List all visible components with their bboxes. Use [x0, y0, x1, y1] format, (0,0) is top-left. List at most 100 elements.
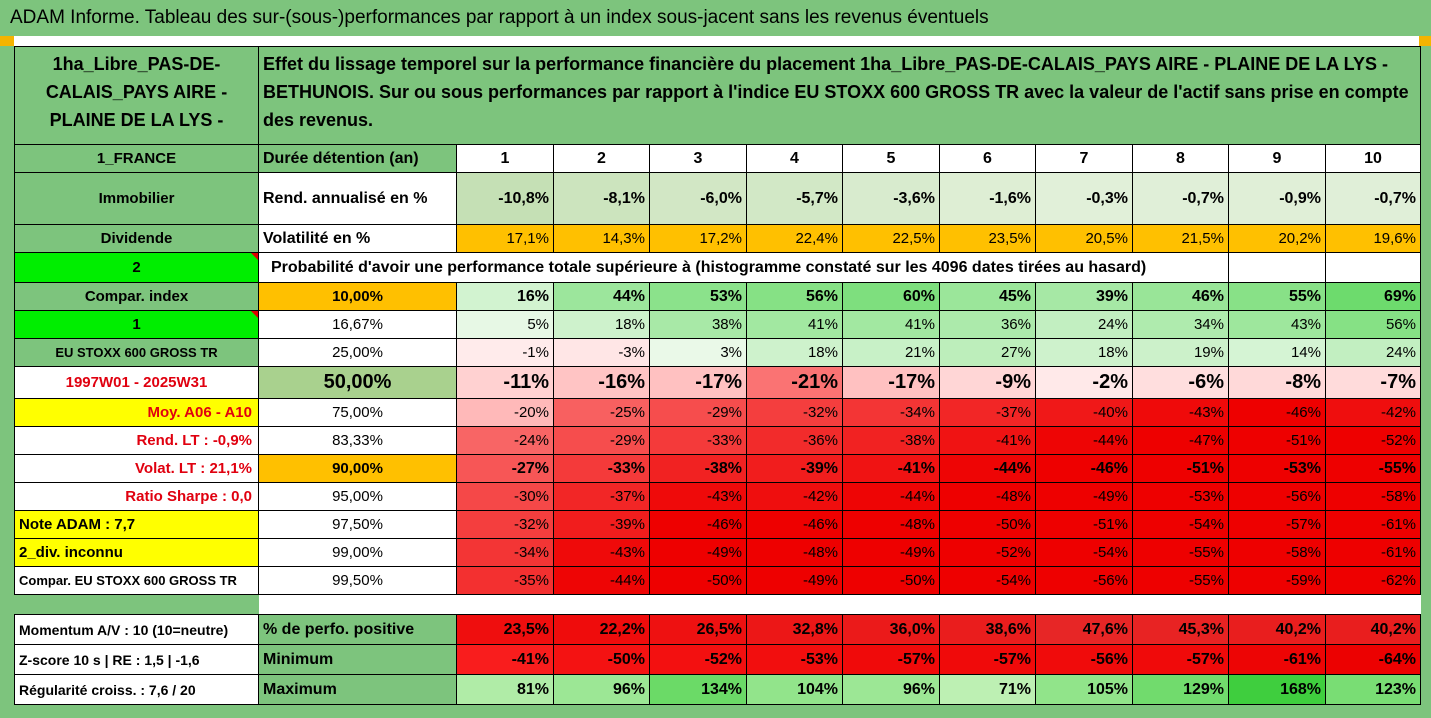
yellow-accent-right: [1419, 36, 1431, 46]
spacer-cell: [258, 594, 1421, 615]
quantile-row: 2_div. inconnu 99,00% -34% -43% -49% -48% -49%…: [14, 538, 1421, 567]
quantile-value: -57%: [1228, 510, 1326, 539]
quantile-value: -41%: [842, 454, 940, 483]
rend-value: -8,1%: [553, 172, 650, 225]
quantile-value: 21%: [842, 338, 940, 367]
year-header: 3: [649, 144, 747, 173]
year-header: 4: [746, 144, 843, 173]
volat-value: 20,2%: [1228, 224, 1326, 253]
quantile-value: -41%: [939, 426, 1036, 455]
summary-label: Maximum: [258, 674, 457, 705]
num1-label: 1: [14, 310, 259, 339]
quantile-value: 19%: [1132, 338, 1229, 367]
quantile-value: -61%: [1325, 510, 1421, 539]
quantile-label: 10,00%: [258, 282, 457, 311]
momentum-label: Momentum A/V : 10 (10=neutre): [14, 614, 259, 645]
quantile-label: 83,33%: [258, 426, 457, 455]
quantile-row: 1 16,67% 5% 18% 38% 41% 41% 36% 24% 34% 43% 56%: [14, 310, 1421, 339]
volat-value: 17,2%: [649, 224, 747, 253]
quantile-value: -58%: [1228, 538, 1326, 567]
quantile-value: -55%: [1325, 454, 1421, 483]
probability-label: Probabilité d'avoir une performance tota…: [258, 252, 1229, 283]
quantile-value: -29%: [649, 398, 747, 427]
summary-value: 123%: [1325, 674, 1421, 705]
regularity-label: Régularité croiss. : 7,6 / 20: [14, 674, 259, 705]
volat-value: 22,5%: [842, 224, 940, 253]
rend-value: -1,6%: [939, 172, 1036, 225]
quantile-value: -9%: [939, 366, 1036, 399]
quantile-value: -50%: [939, 510, 1036, 539]
index-name-label: EU STOXX 600 GROSS TR: [14, 338, 259, 367]
probability-row: 2 Probabilité d'avoir une performance tot…: [14, 252, 1421, 283]
quantile-value: 5%: [456, 310, 554, 339]
quantile-row: Moy. A06 - A10 75,00% -20% -25% -29% -32% -34%…: [14, 398, 1421, 427]
quantile-value: 3%: [649, 338, 747, 367]
quantile-value: -56%: [1035, 566, 1133, 595]
quantile-value: -42%: [746, 482, 843, 511]
quantile-value: -36%: [746, 426, 843, 455]
quantile-value: -33%: [649, 426, 747, 455]
summary-row: Momentum A/V : 10 (10=neutre)% de perfo.…: [14, 614, 1421, 645]
quantile-value: 60%: [842, 282, 940, 311]
quantile-value: 53%: [649, 282, 747, 311]
quantile-value: -21%: [746, 366, 843, 399]
quantile-label: 50,00%: [258, 366, 457, 399]
quantile-value: -53%: [1132, 482, 1229, 511]
yellow-accent-left: [0, 36, 14, 46]
quantile-value: -34%: [842, 398, 940, 427]
quantile-value: -56%: [1228, 482, 1326, 511]
quantile-value: -37%: [939, 398, 1036, 427]
summary-value: 26,5%: [649, 614, 747, 645]
quantile-value: -27%: [456, 454, 554, 483]
quantile-row: Compar. EU STOXX 600 GROSS TR 99,50% -35% -…: [14, 566, 1421, 595]
summary-row: Régularité croiss. : 7,6 / 20 Maximum 81% 9…: [14, 674, 1421, 705]
quantile-value: 56%: [1325, 310, 1421, 339]
summary-value: 96%: [553, 674, 650, 705]
quantile-value: -37%: [553, 482, 650, 511]
quantile-row: EU STOXX 600 GROSS TR 25,00% -1% -3% 3% 18% 21…: [14, 338, 1421, 367]
note-label: Note ADAM : 7,7: [14, 510, 259, 539]
quantile-value: -40%: [1035, 398, 1133, 427]
quantile-value: -11%: [456, 366, 554, 399]
volat-value: 14,3%: [553, 224, 650, 253]
quantile-value: -7%: [1325, 366, 1421, 399]
quantile-value: -49%: [1035, 482, 1133, 511]
quantile-value: -59%: [1228, 566, 1326, 595]
quantile-value: -48%: [746, 538, 843, 567]
quantile-value: -44%: [842, 482, 940, 511]
quantile-value: 24%: [1325, 338, 1421, 367]
quantile-value: -20%: [456, 398, 554, 427]
rend-row: Immobilier Rend. annualisé en % -10,8% -8,1…: [14, 172, 1421, 225]
quantile-value: -46%: [1228, 398, 1326, 427]
quantile-value: -48%: [842, 510, 940, 539]
quantile-value: -33%: [553, 454, 650, 483]
volat-value: 17,1%: [456, 224, 554, 253]
quantile-value: 45%: [939, 282, 1036, 311]
quantile-value: -38%: [842, 426, 940, 455]
quantile-label: 99,50%: [258, 566, 457, 595]
quantile-value: -55%: [1132, 538, 1229, 567]
summary-value: -57%: [842, 644, 940, 675]
performance-table: 1ha_Libre_PAS-DE-CALAIS_PAYS AIRE - PLAI…: [14, 46, 1421, 705]
summary-value: 96%: [842, 674, 940, 705]
volat-value: 21,5%: [1132, 224, 1229, 253]
quantile-value: 55%: [1228, 282, 1326, 311]
volat-row: Dividende Volatilité en % 17,1% 14,3% 17,2% 2…: [14, 224, 1421, 253]
quantile-value: 39%: [1035, 282, 1133, 311]
quantile-row: Note ADAM : 7,7 97,50% -32% -39% -46% -46% -48…: [14, 510, 1421, 539]
summary-value: 104%: [746, 674, 843, 705]
summary-value: 36,0%: [842, 614, 940, 645]
rend-value: -0,3%: [1035, 172, 1133, 225]
quantile-value: 18%: [553, 310, 650, 339]
quantile-value: 34%: [1132, 310, 1229, 339]
quantile-value: 16%: [456, 282, 554, 311]
empty-cell: [1228, 252, 1326, 283]
summary-value: 40,2%: [1228, 614, 1326, 645]
country-label: 1_FRANCE: [14, 144, 259, 173]
quantile-value: 18%: [746, 338, 843, 367]
quantile-value: -43%: [553, 538, 650, 567]
average-label: Moy. A06 - A10: [14, 398, 259, 427]
quantile-value: -6%: [1132, 366, 1229, 399]
quantile-value: -46%: [746, 510, 843, 539]
quantile-value: -52%: [939, 538, 1036, 567]
